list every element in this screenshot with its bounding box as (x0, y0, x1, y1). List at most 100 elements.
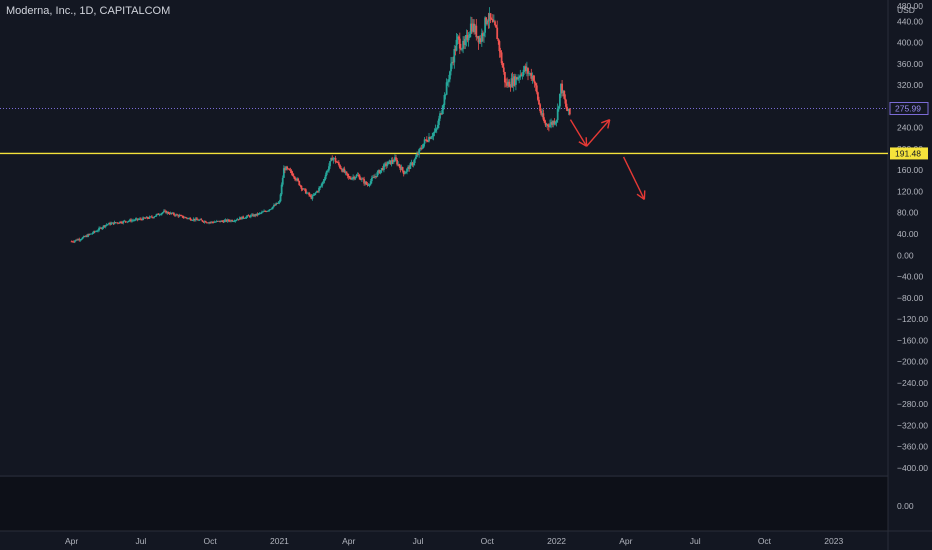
candle-up (220, 220, 223, 222)
candle-up (266, 210, 269, 212)
x-tick-label: Apr (342, 536, 355, 546)
candle-down (201, 220, 204, 222)
candle-down (72, 241, 75, 243)
candle-up (510, 78, 513, 87)
candle-down (211, 221, 214, 223)
candle-up (518, 77, 521, 79)
candle-up (110, 223, 113, 225)
candle-down (543, 119, 546, 123)
candle-down (506, 83, 508, 86)
candle-down (489, 13, 492, 20)
candle-up (315, 191, 318, 193)
candle-up (449, 71, 451, 80)
candle-down (375, 176, 378, 177)
candle-down (300, 185, 303, 189)
candle-down (165, 210, 168, 214)
candle-down (292, 175, 295, 177)
candle-up (238, 217, 241, 220)
price-tags: 191.48 275.99 (889, 102, 929, 160)
candle-down (189, 218, 192, 220)
candle-up (278, 201, 281, 203)
candle-up (410, 162, 413, 164)
candle-up (235, 219, 238, 221)
candle-up (352, 176, 355, 178)
candle-up (550, 122, 552, 125)
x-tick-label: Apr (65, 536, 78, 546)
candle-up (126, 221, 129, 223)
candle-up (249, 215, 252, 218)
candle-up (521, 75, 524, 76)
candle-down (231, 220, 234, 222)
candle-up (413, 159, 416, 164)
candle-up (98, 227, 100, 231)
candle-up (166, 212, 169, 214)
candle-down (427, 141, 429, 143)
y-tick-label: 0.00 (897, 250, 914, 260)
x-tick-label: Apr (619, 536, 632, 546)
candle-down (76, 239, 78, 241)
candle-down (185, 217, 187, 218)
candle-up (333, 157, 336, 159)
candle-up (394, 157, 396, 162)
candle-down (303, 188, 306, 190)
candle-up (191, 220, 194, 221)
candle-up (223, 220, 226, 223)
candle-down (362, 178, 364, 180)
candle-up (251, 214, 253, 216)
candle-down (265, 211, 268, 213)
candle-down (487, 20, 490, 22)
candle-up (461, 48, 463, 50)
candle-up (484, 17, 487, 33)
candle-down (454, 49, 457, 51)
candle-up (414, 156, 417, 160)
candle-down (463, 40, 466, 45)
candle-up (132, 220, 135, 222)
candle-up (187, 218, 190, 219)
candle-down (495, 25, 498, 28)
candle-down (373, 177, 375, 178)
candle-up (370, 177, 373, 182)
candle-up (388, 160, 391, 162)
candle-up (468, 33, 471, 38)
candle-down (553, 121, 556, 124)
time-axis[interactable]: Apr Jul Oct 2021 Apr Jul Oct 2022 Apr Jul Oct 2023 (65, 536, 843, 546)
candle-down (70, 241, 73, 243)
candle-up (528, 73, 530, 75)
candle-up (531, 75, 534, 79)
candle-down (219, 220, 221, 222)
candle-up (442, 104, 445, 110)
candle-up (556, 108, 559, 121)
candle-up (99, 227, 102, 229)
candle-up (218, 220, 220, 222)
candle-down (301, 188, 304, 190)
candle-down (502, 67, 505, 72)
candle-down (176, 214, 179, 216)
candle-up (558, 93, 561, 107)
candle-up (445, 82, 448, 95)
candle-up (138, 218, 141, 220)
y-tick-label: −240.00 (897, 378, 928, 388)
candle-up (188, 218, 191, 219)
candle-down (336, 162, 339, 164)
candle-down (347, 175, 350, 178)
candle-down (317, 191, 319, 192)
candle-down (532, 75, 535, 81)
candle-up (512, 76, 515, 86)
candle-down (167, 212, 170, 214)
candle-up (171, 212, 174, 214)
candle-up (486, 20, 489, 24)
candle-up (111, 222, 114, 224)
candle-up (400, 167, 403, 170)
trend-arrow-head (607, 119, 611, 129)
candle-up (75, 239, 77, 241)
price-axis[interactable]: 480.00USD440.00400.00360.00320.00280.002… (897, 1, 928, 511)
x-tick-label: Jul (135, 536, 146, 546)
candle-down (544, 122, 547, 126)
candle-down (177, 215, 180, 217)
candle-up (355, 175, 358, 178)
candle-down (117, 222, 120, 224)
candle-down (114, 222, 117, 223)
trend-arrow-head (578, 141, 587, 147)
